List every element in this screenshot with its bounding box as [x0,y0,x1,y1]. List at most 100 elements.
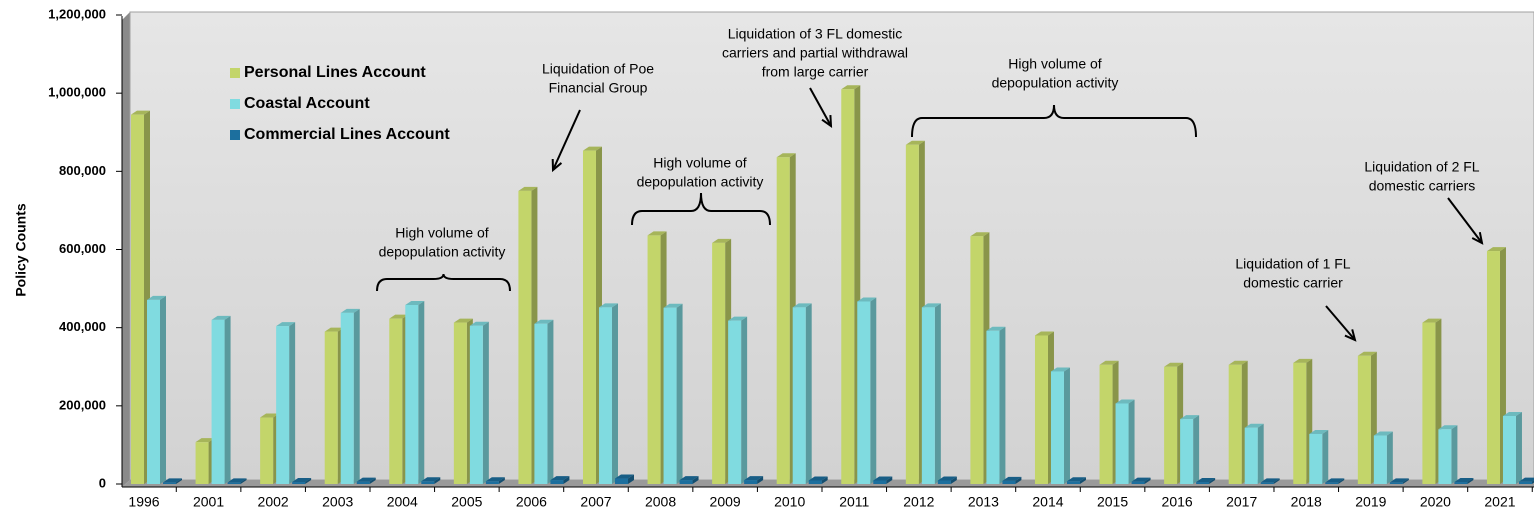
bar-top [970,232,990,237]
bar [1309,429,1329,484]
bar-top [1373,431,1393,436]
bar [356,477,376,484]
bar-front [728,320,742,484]
bar-side [1063,367,1070,484]
bar-top [211,315,231,320]
annotation: depopulation activity [379,244,506,260]
bar-side [627,474,634,484]
bar-top [937,476,957,481]
bar-top [389,314,409,319]
bar-top [453,318,473,323]
bar-side [353,308,360,484]
x-tick-label: 2001 [193,494,224,510]
bar-front [421,481,435,484]
x-tick-label: 2019 [1355,494,1386,510]
bar-front [1260,482,1274,484]
annotation: depopulation activity [992,75,1119,91]
bar-front [712,242,726,484]
bar-side [1079,477,1086,484]
annotation: domestic carrier [1243,275,1343,291]
bar-front [1325,482,1339,484]
x-tick-label: 2015 [1097,494,1128,510]
bar-top [1357,351,1377,356]
bar [744,476,764,484]
bar-side [160,295,166,484]
bar-side [1193,415,1200,484]
bar-side [611,303,618,484]
arrow-head [1471,232,1484,245]
bar-top [1454,478,1474,483]
bar [211,315,231,484]
bar-front [744,480,758,484]
bar [614,474,634,484]
bar-side [1531,480,1534,484]
bar-top [518,186,538,191]
x-tick-label: 2002 [258,494,289,510]
bar-front [598,307,612,484]
bar-front [1438,429,1452,484]
brace [911,104,1197,138]
bar-front [1454,482,1468,484]
bar-top [195,438,215,443]
bar [227,478,247,484]
bar [340,308,360,484]
bar-top [485,477,505,482]
bar-front [841,89,855,484]
bar-top [1099,360,1119,365]
bar [663,303,683,484]
x-tick-label: 2006 [516,494,547,510]
bar-front [582,150,596,484]
x-tick-label: 2010 [774,494,805,510]
bar-top [405,300,425,305]
x-tick-label: 2013 [968,494,999,510]
bar [1454,478,1474,484]
bar-side [1467,478,1474,484]
annotation: depopulation activity [637,174,764,190]
arrow-line [552,109,581,171]
bar [1373,431,1393,484]
bar-top [776,153,796,158]
bar-front [195,442,209,484]
bar-side [240,478,247,484]
bar-top [356,477,376,482]
bar-top [1180,415,1200,420]
bar-front [1066,481,1080,484]
bar [728,316,748,484]
bar [1438,425,1458,484]
x-tick-label: 2014 [1032,494,1063,510]
x-tick-label: 1996 [128,494,159,510]
bar-top [1066,477,1086,482]
bar [276,322,296,484]
bar-top [744,476,764,481]
bar [986,326,1006,484]
arrow-head [821,114,833,129]
bar [1115,399,1135,484]
bar-top [534,319,554,324]
bar [598,303,618,484]
bar-side [934,303,941,484]
annotation: High volume of [1008,56,1101,72]
bar-top [1502,411,1522,416]
bar-side [1386,431,1393,484]
bar-front [453,322,467,484]
bar-top [728,316,748,321]
bar-top [614,474,634,479]
bar-top [260,413,280,418]
bar-side [224,315,231,484]
bar-front [792,307,806,484]
bar [485,477,505,484]
bar-front [1002,480,1016,484]
bar-top [1422,318,1442,323]
y-tick-label: 600,000 [59,241,106,256]
bar [1260,478,1280,484]
bar-side [418,300,425,484]
bar-side [482,321,489,484]
bar-top [1293,358,1313,363]
bar-top [421,477,441,482]
bar-front [227,482,241,484]
bar-side [886,476,893,484]
bar-front [937,480,951,484]
bar-front [614,478,628,484]
bar [1196,478,1216,484]
bar-top [921,303,941,308]
